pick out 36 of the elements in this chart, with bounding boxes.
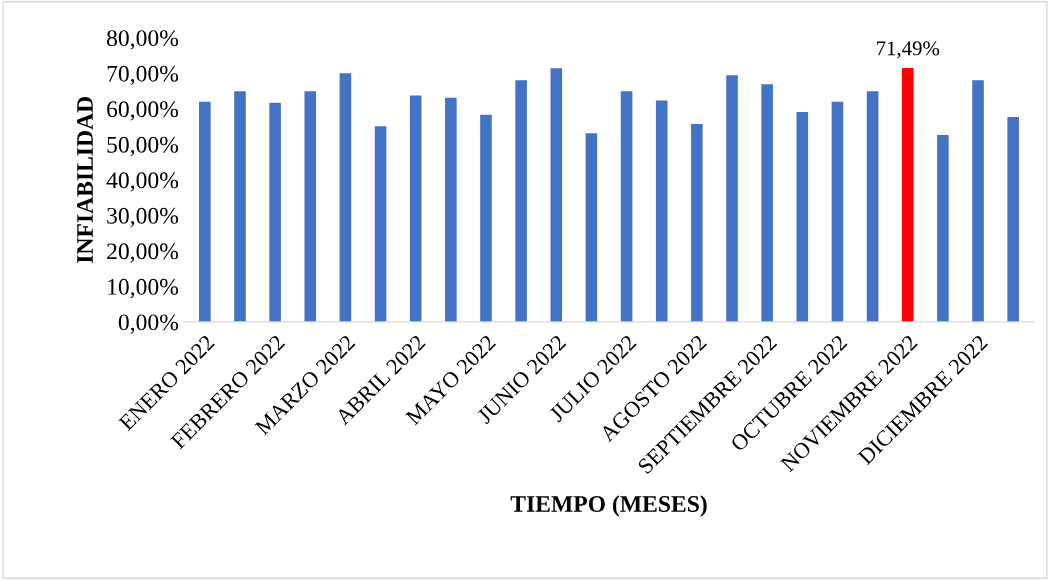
bar	[761, 84, 773, 322]
y-tick-label: 0,00%	[118, 314, 179, 334]
bar	[339, 73, 352, 322]
bar	[445, 97, 457, 322]
y-tick-label: 30,00%	[107, 207, 179, 228]
bar	[937, 135, 949, 322]
bar	[972, 80, 984, 322]
y-axis-title: INFIABILIDAD	[77, 96, 93, 263]
bar	[726, 75, 738, 322]
bar	[831, 101, 844, 322]
bar	[234, 91, 246, 322]
bar	[374, 126, 387, 322]
bar	[691, 124, 703, 322]
bar	[1007, 116, 1019, 322]
bar	[550, 68, 563, 322]
bar	[409, 95, 422, 322]
bar	[480, 114, 492, 322]
bar	[620, 91, 633, 322]
bar	[866, 91, 879, 322]
y-tick-label: 60,00%	[107, 101, 179, 121]
x-axis-title: TIEMPO (MESES)	[510, 495, 707, 517]
y-tick-label: 20,00%	[107, 243, 179, 263]
bar	[515, 80, 527, 322]
bar	[585, 133, 598, 322]
bar	[304, 91, 317, 322]
y-tick-label: 80,00%	[107, 30, 179, 50]
y-tick-label: 50,00%	[107, 136, 179, 157]
y-tick-label: 40,00%	[106, 172, 179, 192]
bar	[269, 102, 281, 322]
bar	[199, 101, 211, 322]
data-label: 71,49%	[876, 41, 940, 59]
y-tick-label: 70,00%	[107, 65, 179, 86]
y-tick-label: 10,00%	[108, 278, 179, 299]
bar	[901, 67, 914, 322]
bar	[655, 100, 668, 322]
bar	[796, 111, 809, 322]
